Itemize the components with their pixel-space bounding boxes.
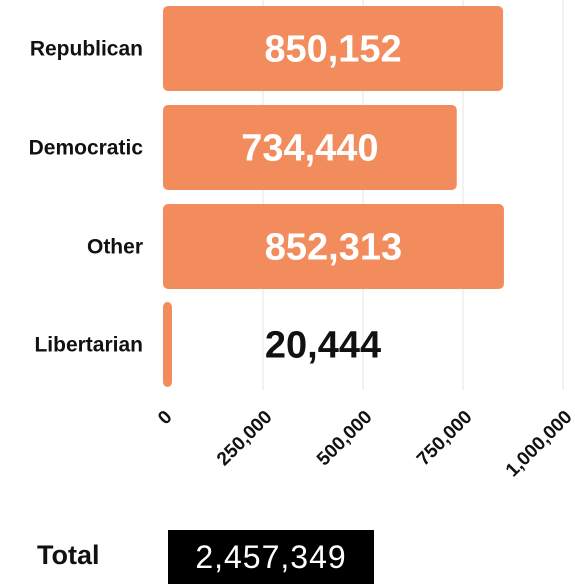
total-value: 2,457,349 (168, 530, 374, 584)
total-label: Total (37, 540, 100, 570)
x-tick-label: 500,000 (313, 407, 376, 470)
bar (163, 105, 457, 190)
category-label: Democratic (29, 137, 144, 160)
value-label: 734,440 (241, 128, 378, 170)
bar (163, 6, 504, 91)
value-label: 850,152 (264, 29, 401, 71)
x-axis-ticks: 0 250,000 500,000 750,000 1,000,000 (154, 407, 575, 482)
total-row: Total 2,457,349 (0, 530, 575, 584)
x-tick-label: 250,000 (213, 407, 276, 470)
x-tick-label: 750,000 (413, 407, 476, 470)
value-label: 20,444 (265, 325, 381, 367)
value-labels: 850,152 734,440 852,313 20,444 (241, 29, 402, 367)
category-label: Other (87, 236, 143, 259)
category-labels: Republican Democratic Other Libertarian (29, 38, 144, 357)
value-label: 852,313 (265, 227, 402, 269)
bars (163, 6, 504, 387)
category-label: Libertarian (34, 334, 143, 357)
bar (163, 302, 172, 387)
x-tick-label: 0 (154, 407, 176, 429)
x-tick-label: 1,000,000 (502, 407, 575, 482)
bar-chart: Republican Democratic Other Libertarian 850… (29, 0, 575, 482)
category-label: Republican (30, 38, 143, 61)
bar (163, 204, 504, 289)
